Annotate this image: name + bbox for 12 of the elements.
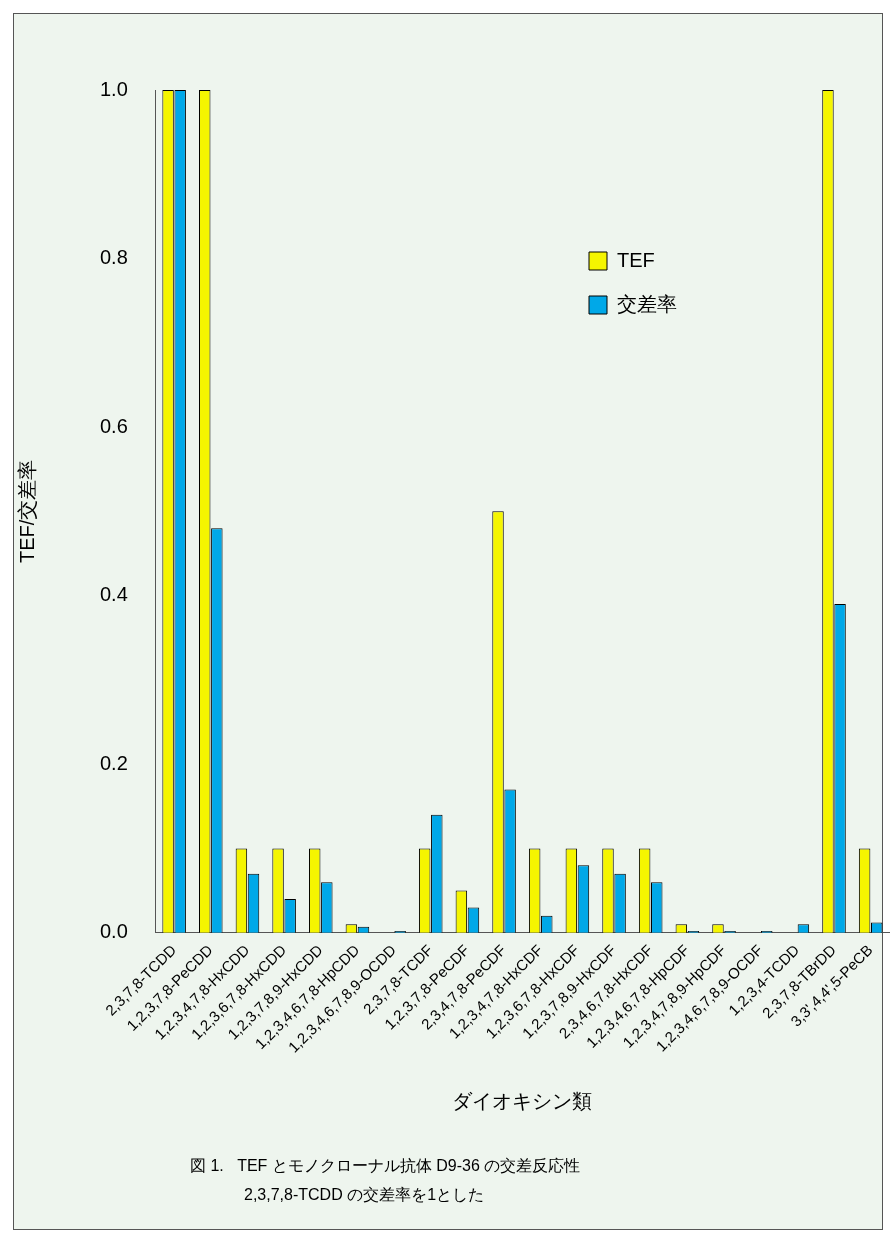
x-axis-title: ダイオキシン類: [452, 1089, 593, 1112]
y-tick-label: 0.0: [99, 920, 128, 943]
caption: 図 1. TEF とモノクローナル抗体 D9-36 の交差反応性: [190, 1157, 581, 1175]
text: 2,3,7,8-TCDD の交差率を1とした: [244, 1186, 485, 1204]
y-tick-label: 1.0: [99, 77, 128, 100]
y-tick-label: 0.6: [99, 414, 128, 437]
legend-label: TEF: [617, 248, 655, 271]
legend-label: 交差率: [617, 292, 677, 315]
y-tick-label: 0.2: [99, 751, 128, 774]
y-tick-label: 0.4: [99, 583, 128, 606]
y-axis-title: TEF/交差率: [15, 459, 38, 564]
y-tick-label: 0.8: [99, 246, 128, 269]
